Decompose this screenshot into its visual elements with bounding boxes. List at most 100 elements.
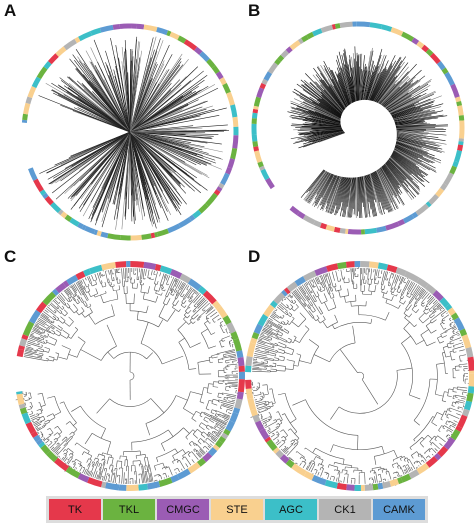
- branch: [65, 454, 67, 457]
- branch: [332, 298, 337, 308]
- branch: [364, 75, 372, 100]
- branch: [437, 305, 443, 311]
- branch: [442, 335, 447, 338]
- tree-b: [287, 46, 448, 218]
- branch: [95, 281, 97, 285]
- branch: [187, 315, 191, 319]
- branch: [202, 445, 206, 449]
- branch: [37, 392, 43, 395]
- branch: [329, 176, 343, 214]
- branch: [54, 441, 56, 443]
- branch: [361, 66, 368, 101]
- branch: [398, 276, 402, 282]
- branch: [129, 64, 181, 133]
- branch: [291, 292, 308, 312]
- branch: [158, 304, 166, 317]
- ring-segment: [459, 328, 468, 337]
- ring-segment: [439, 297, 450, 308]
- branch: [448, 388, 454, 390]
- ring-segment: [176, 468, 191, 480]
- ring-segment: [285, 46, 293, 54]
- branch: [275, 441, 279, 444]
- ring-segment: [205, 192, 218, 207]
- branch: [36, 418, 39, 420]
- branch: [124, 48, 131, 133]
- branch: [390, 286, 392, 289]
- branch: [118, 57, 131, 133]
- branch: [317, 296, 322, 304]
- branch: [360, 55, 365, 101]
- branch: [292, 399, 306, 406]
- branch: [367, 268, 369, 279]
- branch: [198, 425, 205, 431]
- branch: [54, 311, 57, 314]
- branch: [370, 268, 372, 279]
- branch: [382, 292, 385, 298]
- branch: [277, 344, 286, 349]
- branch: [52, 321, 55, 324]
- branch: [267, 430, 271, 433]
- branch: [47, 334, 50, 338]
- ring-segment: [397, 219, 406, 227]
- branch: [196, 297, 205, 306]
- branch: [401, 343, 413, 395]
- branch: [109, 398, 151, 407]
- branch: [40, 404, 46, 407]
- branch: [426, 307, 429, 311]
- branch: [302, 303, 306, 307]
- branch: [46, 413, 54, 417]
- branch: [50, 441, 53, 443]
- ring-segment: [96, 230, 102, 237]
- branch: [113, 289, 120, 292]
- branch: [375, 170, 393, 212]
- branch: [311, 284, 314, 288]
- branch: [34, 325, 44, 331]
- branch: [74, 458, 77, 462]
- branch: [47, 427, 51, 431]
- branch: [83, 468, 87, 474]
- branch: [189, 440, 193, 444]
- branch: [197, 440, 202, 445]
- branch: [447, 395, 452, 398]
- branch: [66, 302, 71, 307]
- branch: [263, 393, 269, 396]
- branch: [386, 85, 421, 110]
- branch: [393, 109, 435, 121]
- branch: [26, 346, 34, 349]
- branch: [386, 290, 388, 294]
- branch: [429, 312, 434, 317]
- branch: [298, 115, 341, 125]
- ring-segment: [107, 233, 121, 241]
- branch: [72, 296, 76, 301]
- ring-segment: [212, 300, 222, 310]
- branch: [370, 318, 373, 324]
- ring-segment: [25, 421, 36, 435]
- branch: [410, 466, 414, 471]
- branch: [129, 131, 208, 144]
- branch: [291, 308, 295, 312]
- branch: [278, 338, 287, 343]
- branch: [282, 429, 288, 436]
- branch: [39, 420, 42, 422]
- branch: [387, 95, 412, 111]
- branch: [279, 327, 284, 331]
- branch: [293, 335, 297, 338]
- branch: [275, 419, 277, 422]
- branch: [114, 76, 131, 133]
- branch: [352, 325, 356, 343]
- branch: [313, 456, 317, 461]
- branch: [428, 298, 436, 306]
- branch: [411, 286, 422, 301]
- branch: [294, 431, 298, 434]
- branch: [432, 309, 436, 313]
- branch: [209, 436, 217, 442]
- branch: [272, 402, 276, 405]
- branch: [445, 420, 448, 424]
- branch: [264, 408, 268, 410]
- branch: [311, 460, 315, 463]
- branch: [215, 410, 218, 412]
- branch: [209, 443, 213, 446]
- branch: [337, 80, 349, 106]
- branch: [144, 465, 146, 470]
- branch: [377, 79, 397, 104]
